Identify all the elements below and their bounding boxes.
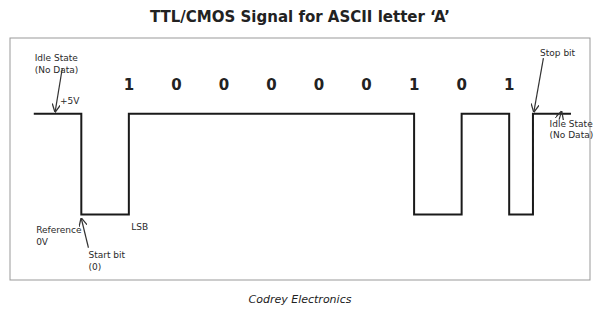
- annotation: Idle State(No Data): [550, 119, 594, 141]
- annotation-line: LSB: [131, 222, 148, 232]
- chart: TTL/CMOS Signal for ASCII letter ‘A’ Codr…: [0, 0, 600, 315]
- annotation: 0V: [36, 237, 49, 247]
- bit-label: 0: [266, 76, 276, 94]
- bit-label: 1: [409, 76, 419, 94]
- annotation: Stop bit: [540, 48, 576, 58]
- annotation: LSB: [131, 222, 148, 232]
- labels: 100000101Idle State(No Data)+5VReference…: [35, 48, 593, 271]
- annotation-line: Idle State: [550, 119, 594, 129]
- annotation-line: 0V: [36, 237, 49, 247]
- annotation: Start bit (0): [88, 250, 125, 272]
- marks: [34, 114, 571, 215]
- annotation-arrow: [559, 112, 561, 120]
- bit-label: 0: [456, 76, 466, 94]
- annotation-line: Idle State: [35, 53, 79, 63]
- annotation: +5V: [60, 96, 80, 106]
- annotation-line: Start bit: [88, 250, 125, 260]
- plot-frame: [10, 38, 590, 280]
- plot-area: 100000101Idle State(No Data)+5VReference…: [10, 38, 593, 280]
- title: TTL/CMOS Signal for ASCII letter ‘A’: [150, 8, 450, 26]
- bit-label: 0: [219, 76, 229, 94]
- annotation: Idle State (No Data): [35, 53, 79, 75]
- bit-label: 0: [171, 76, 181, 94]
- bit-label: 0: [361, 76, 371, 94]
- annotation-line: (No Data): [550, 130, 594, 140]
- annotation-arrow: [534, 58, 544, 111]
- annotation-line: (0): [88, 262, 101, 272]
- bit-label: 1: [124, 76, 134, 94]
- bit-label: 1: [504, 76, 514, 94]
- annotation-line: Reference: [36, 225, 82, 235]
- annotation-line: (No Data): [35, 65, 79, 75]
- footer: Codrey Electronics: [249, 293, 352, 306]
- annotation: Reference: [36, 225, 82, 235]
- annotation-arrow: [81, 218, 88, 247]
- bit-label: 0: [314, 76, 324, 94]
- annotation-line: Stop bit: [540, 48, 576, 58]
- signal-line: [34, 114, 571, 215]
- annotation-line: +5V: [60, 96, 80, 106]
